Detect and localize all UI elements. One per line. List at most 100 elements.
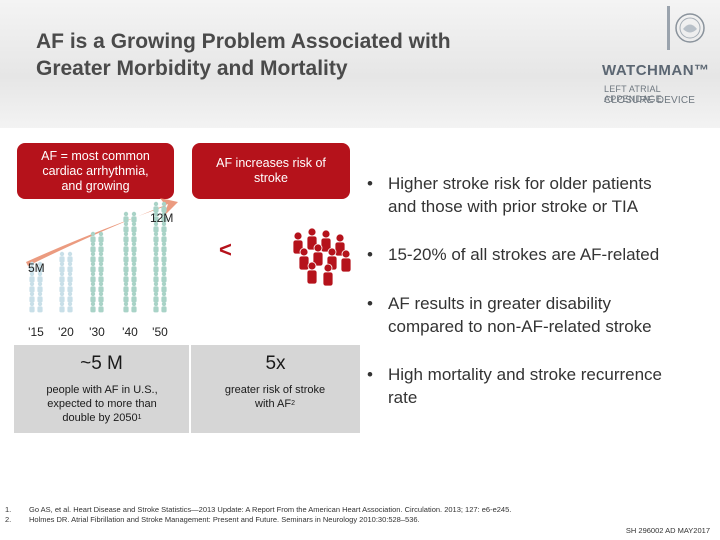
brand-subtitle-1: LEFT ATRIAL APPENDAGE	[604, 84, 662, 104]
risk-line-2: with AF2	[205, 397, 345, 411]
person-mark	[153, 281, 159, 293]
brand-name: WATCHMAN™	[602, 62, 710, 79]
bullet-dot: •	[367, 174, 373, 193]
x-tick-label: '20	[58, 325, 74, 339]
person-mark	[153, 241, 159, 253]
prevalence-line-3: double by 20501	[22, 411, 182, 425]
title-line-2: Greater Morbidity and Mortality	[36, 57, 348, 80]
person-mark	[90, 291, 96, 303]
person-mark	[161, 261, 167, 273]
person-mark	[153, 221, 159, 233]
person-mark	[153, 271, 159, 283]
growth-arrow	[26, 198, 178, 266]
person-mark	[123, 211, 129, 223]
person-mark	[123, 241, 129, 253]
person-mark	[131, 261, 137, 273]
person-mark	[153, 301, 159, 313]
risk-line-1: greater risk of stroke	[224, 384, 326, 396]
reference-item: 2. Holmes DR. Atrial Fibrillation and St…	[5, 515, 705, 525]
person-mark	[37, 291, 43, 303]
person-mark	[292, 231, 304, 255]
bullet-item: • High mortality and stroke recurrence r…	[367, 363, 712, 409]
person-mark	[67, 251, 73, 263]
prevalence-line-2: expected to more than	[47, 398, 157, 410]
bar-'30	[90, 231, 104, 313]
person-mark	[161, 241, 167, 253]
person-mark	[131, 271, 137, 283]
person-mark	[59, 291, 65, 303]
person-mark	[59, 261, 65, 273]
reference-number: 1.	[5, 505, 12, 514]
person-mark	[320, 229, 332, 253]
person-mark	[161, 201, 167, 213]
person-mark	[90, 241, 96, 253]
person-mark	[131, 231, 137, 243]
ref-sup-2: 2	[291, 400, 295, 407]
person-mark	[161, 231, 167, 243]
left-box-line-2: cardiac arrhythmia,	[42, 164, 149, 178]
stats-panel-separator	[189, 345, 191, 433]
start-annotation: 5M	[28, 261, 45, 275]
person-mark	[90, 261, 96, 273]
bullet-2-line-1: 15-20% of all strokes are AF-related	[388, 245, 660, 264]
bullet-4-line-2: rate	[388, 388, 418, 407]
person-mark	[37, 261, 43, 273]
person-mark	[334, 233, 346, 257]
person-mark	[67, 271, 73, 283]
logo-divider	[667, 6, 670, 50]
person-mark	[59, 281, 65, 293]
person-mark	[29, 271, 35, 283]
person-mark	[90, 231, 96, 243]
prevalence-line-3-text: double by 2050	[62, 412, 138, 424]
left-box-line-3: and growing	[61, 179, 130, 193]
reference-number: 2.	[5, 515, 12, 524]
x-tick-label: '15	[28, 325, 44, 339]
af-prevalence-value: ~5 M	[80, 353, 123, 374]
reference-text: Go AS, et al. Heart Disease and Stroke S…	[29, 505, 512, 514]
x-tick-label: '30	[89, 325, 105, 339]
person-mark	[37, 271, 43, 283]
person-mark	[153, 201, 159, 213]
person-mark	[131, 281, 137, 293]
seal-logo-icon	[675, 13, 705, 43]
reference-text: Holmes DR. Atrial Fibrillation and Strok…	[29, 515, 420, 524]
person-mark	[131, 221, 137, 233]
bar-'15	[29, 261, 43, 313]
person-mark	[90, 281, 96, 293]
person-mark	[90, 251, 96, 263]
person-mark	[59, 301, 65, 313]
bullet-dot: •	[367, 245, 373, 264]
most-common-arrhythmia-box: AF = most common cardiac arrhythmia, and…	[17, 143, 174, 199]
af-prevalence-description: people with AF in U.S., expected to more…	[22, 383, 182, 425]
person-mark	[131, 291, 137, 303]
page-title: AF is a Growing Problem Associated with …	[36, 28, 556, 82]
bullet-3-line-1: AF results in greater disability	[388, 294, 611, 313]
x-tick-label: '40	[122, 325, 138, 339]
person-mark	[37, 281, 43, 293]
person-mark	[123, 261, 129, 273]
person-mark	[153, 251, 159, 263]
person-mark	[123, 281, 129, 293]
person-mark	[161, 291, 167, 303]
left-box-line-1: AF = most common	[41, 149, 150, 163]
person-mark	[123, 251, 129, 263]
person-mark	[131, 251, 137, 263]
stats-panel	[14, 345, 360, 433]
stroke-risk-box: AF increases risk of stroke	[192, 143, 350, 199]
bar-'50	[153, 201, 167, 313]
bullet-item: • Higher stroke risk for older patients …	[367, 172, 712, 218]
person-mark	[98, 291, 104, 303]
prevalence-line-1: people with AF in U.S.,	[46, 384, 158, 396]
person-mark	[161, 271, 167, 283]
person-mark	[90, 301, 96, 313]
person-mark	[67, 301, 73, 313]
person-mark	[153, 291, 159, 303]
bar-'20	[59, 251, 73, 313]
person-mark	[161, 211, 167, 223]
risk-line-2-text: with AF	[255, 398, 292, 410]
stroke-risk-description: greater risk of stroke with AF2	[205, 383, 345, 411]
bullet-4-line-1: High mortality and stroke recurrence	[388, 365, 663, 384]
person-mark	[326, 247, 338, 271]
x-tick-label: '50	[152, 325, 168, 339]
person-mark	[306, 261, 318, 285]
